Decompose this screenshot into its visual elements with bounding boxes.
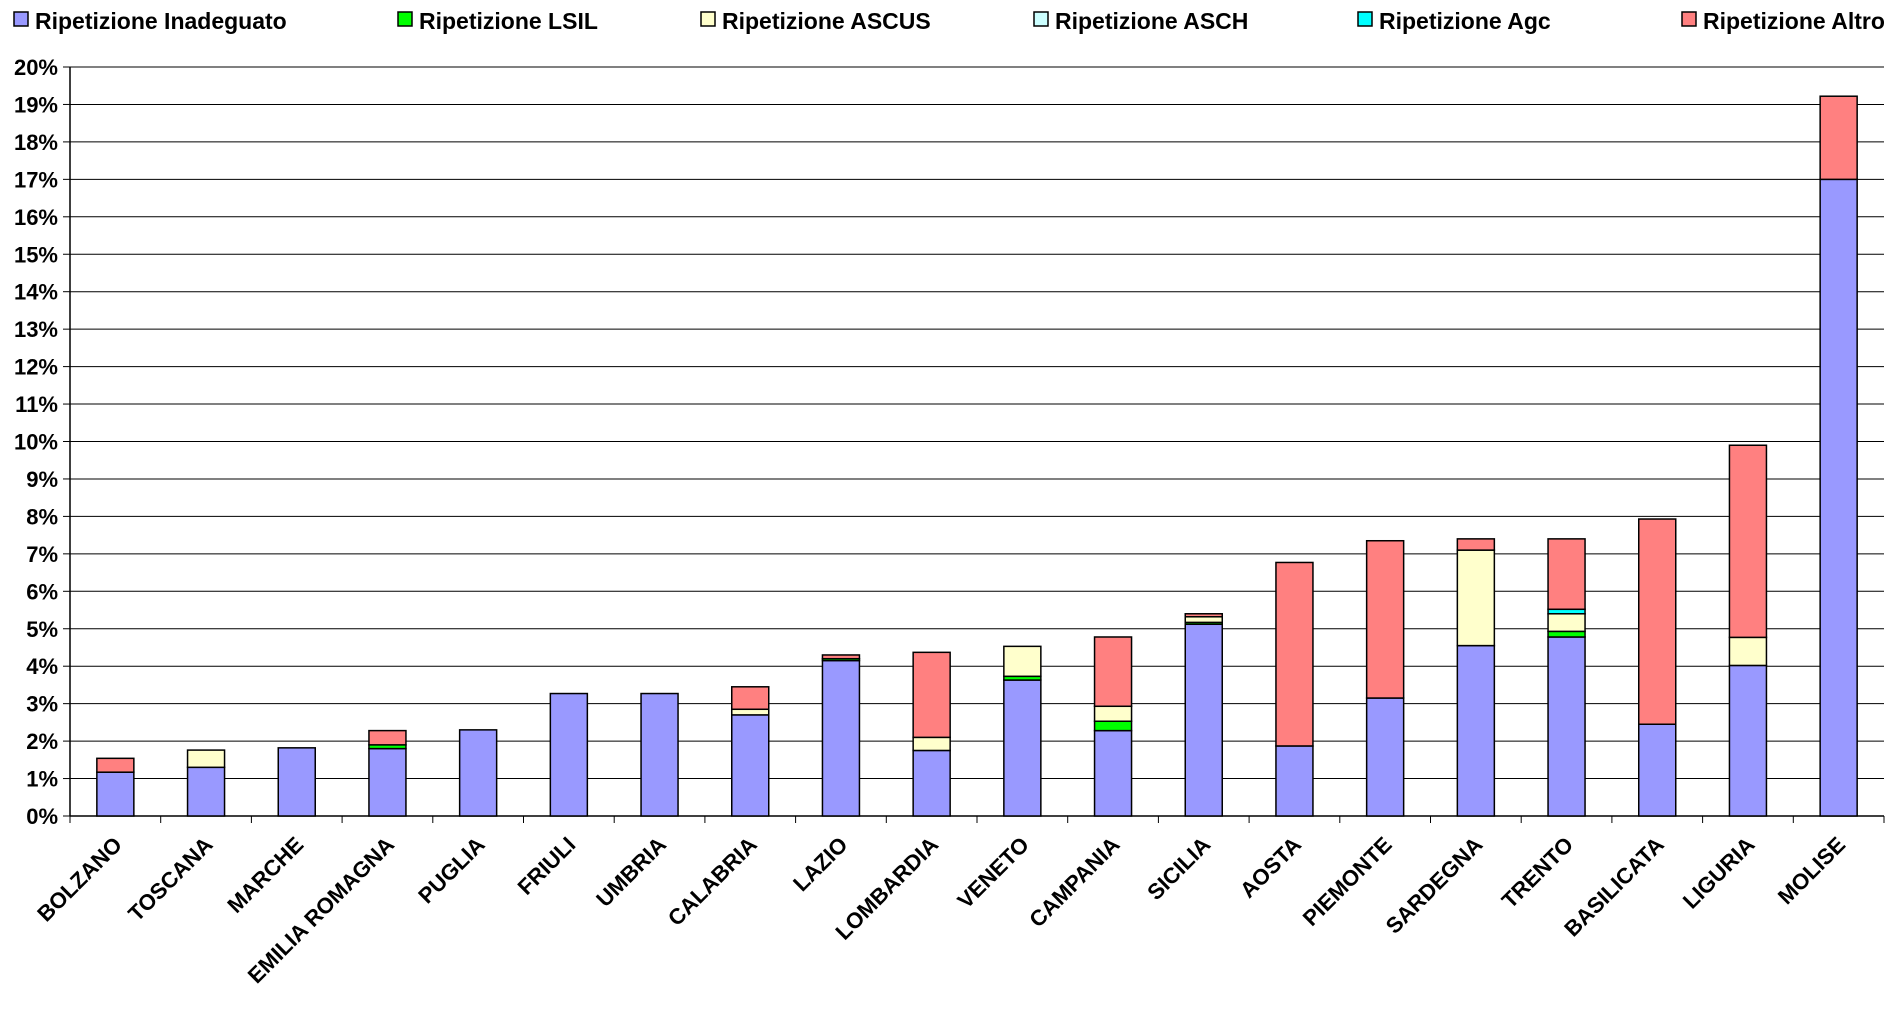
x-tick-label: SARDEGNA: [1381, 832, 1488, 939]
y-tick-label: 14%: [14, 280, 58, 305]
y-tick-label: 10%: [14, 430, 58, 455]
bar-segment: [731, 708, 770, 716]
bar-segment: [1093, 636, 1133, 708]
bar-segment: [1728, 636, 1768, 667]
bar-segment: [1638, 518, 1677, 725]
x-tick-label: AOSTA: [1235, 832, 1306, 903]
bar-segment: [1547, 613, 1586, 633]
y-tick-label: 5%: [26, 617, 58, 642]
bar-segment: [1638, 723, 1677, 817]
y-tick-label: 4%: [26, 654, 58, 679]
x-tick-label: CALABRIA: [663, 832, 762, 931]
bar-segment: [277, 747, 316, 817]
bar-segment: [1819, 178, 1858, 817]
bar-segment: [912, 651, 951, 739]
bar-segment: [1456, 538, 1496, 551]
x-tick-label: UMBRIA: [591, 832, 671, 912]
x-tick-label: TRENTO: [1497, 832, 1578, 913]
bar-segment: [1547, 538, 1586, 611]
bar-segment: [1003, 679, 1042, 817]
bar-segment: [1093, 720, 1133, 732]
bar-segment: [1456, 644, 1496, 817]
y-tick-label: 13%: [14, 317, 58, 342]
bar-segment: [1365, 697, 1405, 817]
y-tick-label: 16%: [14, 205, 58, 230]
x-tick-label: PIEMONTE: [1298, 832, 1397, 931]
bar-segment: [1547, 636, 1586, 817]
bar-segment: [458, 729, 498, 817]
bar-segment: [821, 659, 861, 817]
y-tick-label: 12%: [14, 355, 58, 380]
legend-label: Ripetizione Inadeguato: [35, 8, 287, 34]
bar-segment: [368, 747, 407, 817]
y-tick-label: 3%: [26, 692, 58, 717]
y-tick-label: 0%: [26, 804, 58, 829]
x-tick-label: MOLISE: [1773, 832, 1850, 909]
y-tick-label: 8%: [26, 504, 58, 529]
y-tick-label: 18%: [14, 130, 58, 155]
y-tick-label: 7%: [26, 542, 58, 567]
bar-segment: [96, 757, 135, 773]
x-tick-label: LAZIO: [788, 832, 852, 896]
bar-segment: [1093, 729, 1133, 817]
x-tick-label: MARCHE: [222, 832, 308, 918]
x-tick-label: LIGURIA: [1678, 832, 1760, 914]
bar-segment: [1819, 95, 1858, 181]
bar-segment: [96, 771, 135, 817]
legend-swatch: [13, 11, 29, 27]
bar-segment: [1093, 705, 1133, 723]
bar-segment: [912, 749, 951, 817]
y-tick-label: 1%: [26, 767, 58, 792]
bar-segment: [731, 714, 770, 817]
y-tick-label: 20%: [14, 55, 58, 80]
bar-segment: [1184, 613, 1223, 618]
legend-swatch: [1357, 11, 1373, 27]
bar-segment: [1365, 539, 1405, 699]
y-tick-label: 15%: [14, 242, 58, 267]
legend-swatch: [700, 11, 716, 27]
bar-segment: [640, 692, 679, 817]
bar-segment: [186, 749, 226, 769]
legend-label: Ripetizione ASCH: [1055, 8, 1248, 34]
bar-segment: [186, 766, 226, 817]
legend-label: Ripetizione ASCUS: [722, 8, 931, 34]
bar-segment: [1275, 561, 1314, 747]
bar-segment: [1003, 645, 1042, 678]
bar-segment: [1184, 616, 1223, 624]
x-tick-label: TOSCANA: [123, 832, 217, 926]
bar-segment: [1184, 623, 1223, 817]
bar-segment: [1728, 444, 1768, 639]
x-tick-label: FRIULI: [513, 832, 581, 900]
y-tick-label: 17%: [14, 167, 58, 192]
legend-swatch: [1033, 11, 1049, 27]
bar-segment: [1275, 745, 1314, 817]
legend-label: Ripetizione Altro: [1703, 8, 1885, 34]
bar-segment: [368, 729, 407, 746]
bar-segment: [1547, 630, 1586, 638]
y-tick-label: 9%: [26, 467, 58, 492]
bar-segment: [731, 686, 770, 711]
bar-segment: [821, 654, 861, 660]
legend-label: Ripetizione LSIL: [419, 8, 598, 34]
bar-segment: [1456, 549, 1496, 647]
x-tick-label: CAMPANIA: [1024, 832, 1124, 932]
legend-swatch: [397, 11, 413, 27]
bar-segment: [549, 692, 589, 817]
legend-label: Ripetizione Agc: [1379, 8, 1551, 34]
y-tick-label: 11%: [15, 392, 58, 417]
legend-swatch: [1681, 11, 1697, 27]
bar-segment: [1728, 664, 1768, 817]
x-tick-label: VENETO: [953, 832, 1034, 913]
x-tick-label: PUGLIA: [413, 832, 490, 909]
x-tick-label: BOLZANO: [32, 832, 127, 927]
y-tick-label: 2%: [26, 729, 58, 754]
y-tick-label: 6%: [26, 579, 58, 604]
y-tick-label: 19%: [14, 92, 58, 117]
x-tick-label: SICILIA: [1142, 832, 1215, 905]
bar-segment: [912, 736, 951, 752]
